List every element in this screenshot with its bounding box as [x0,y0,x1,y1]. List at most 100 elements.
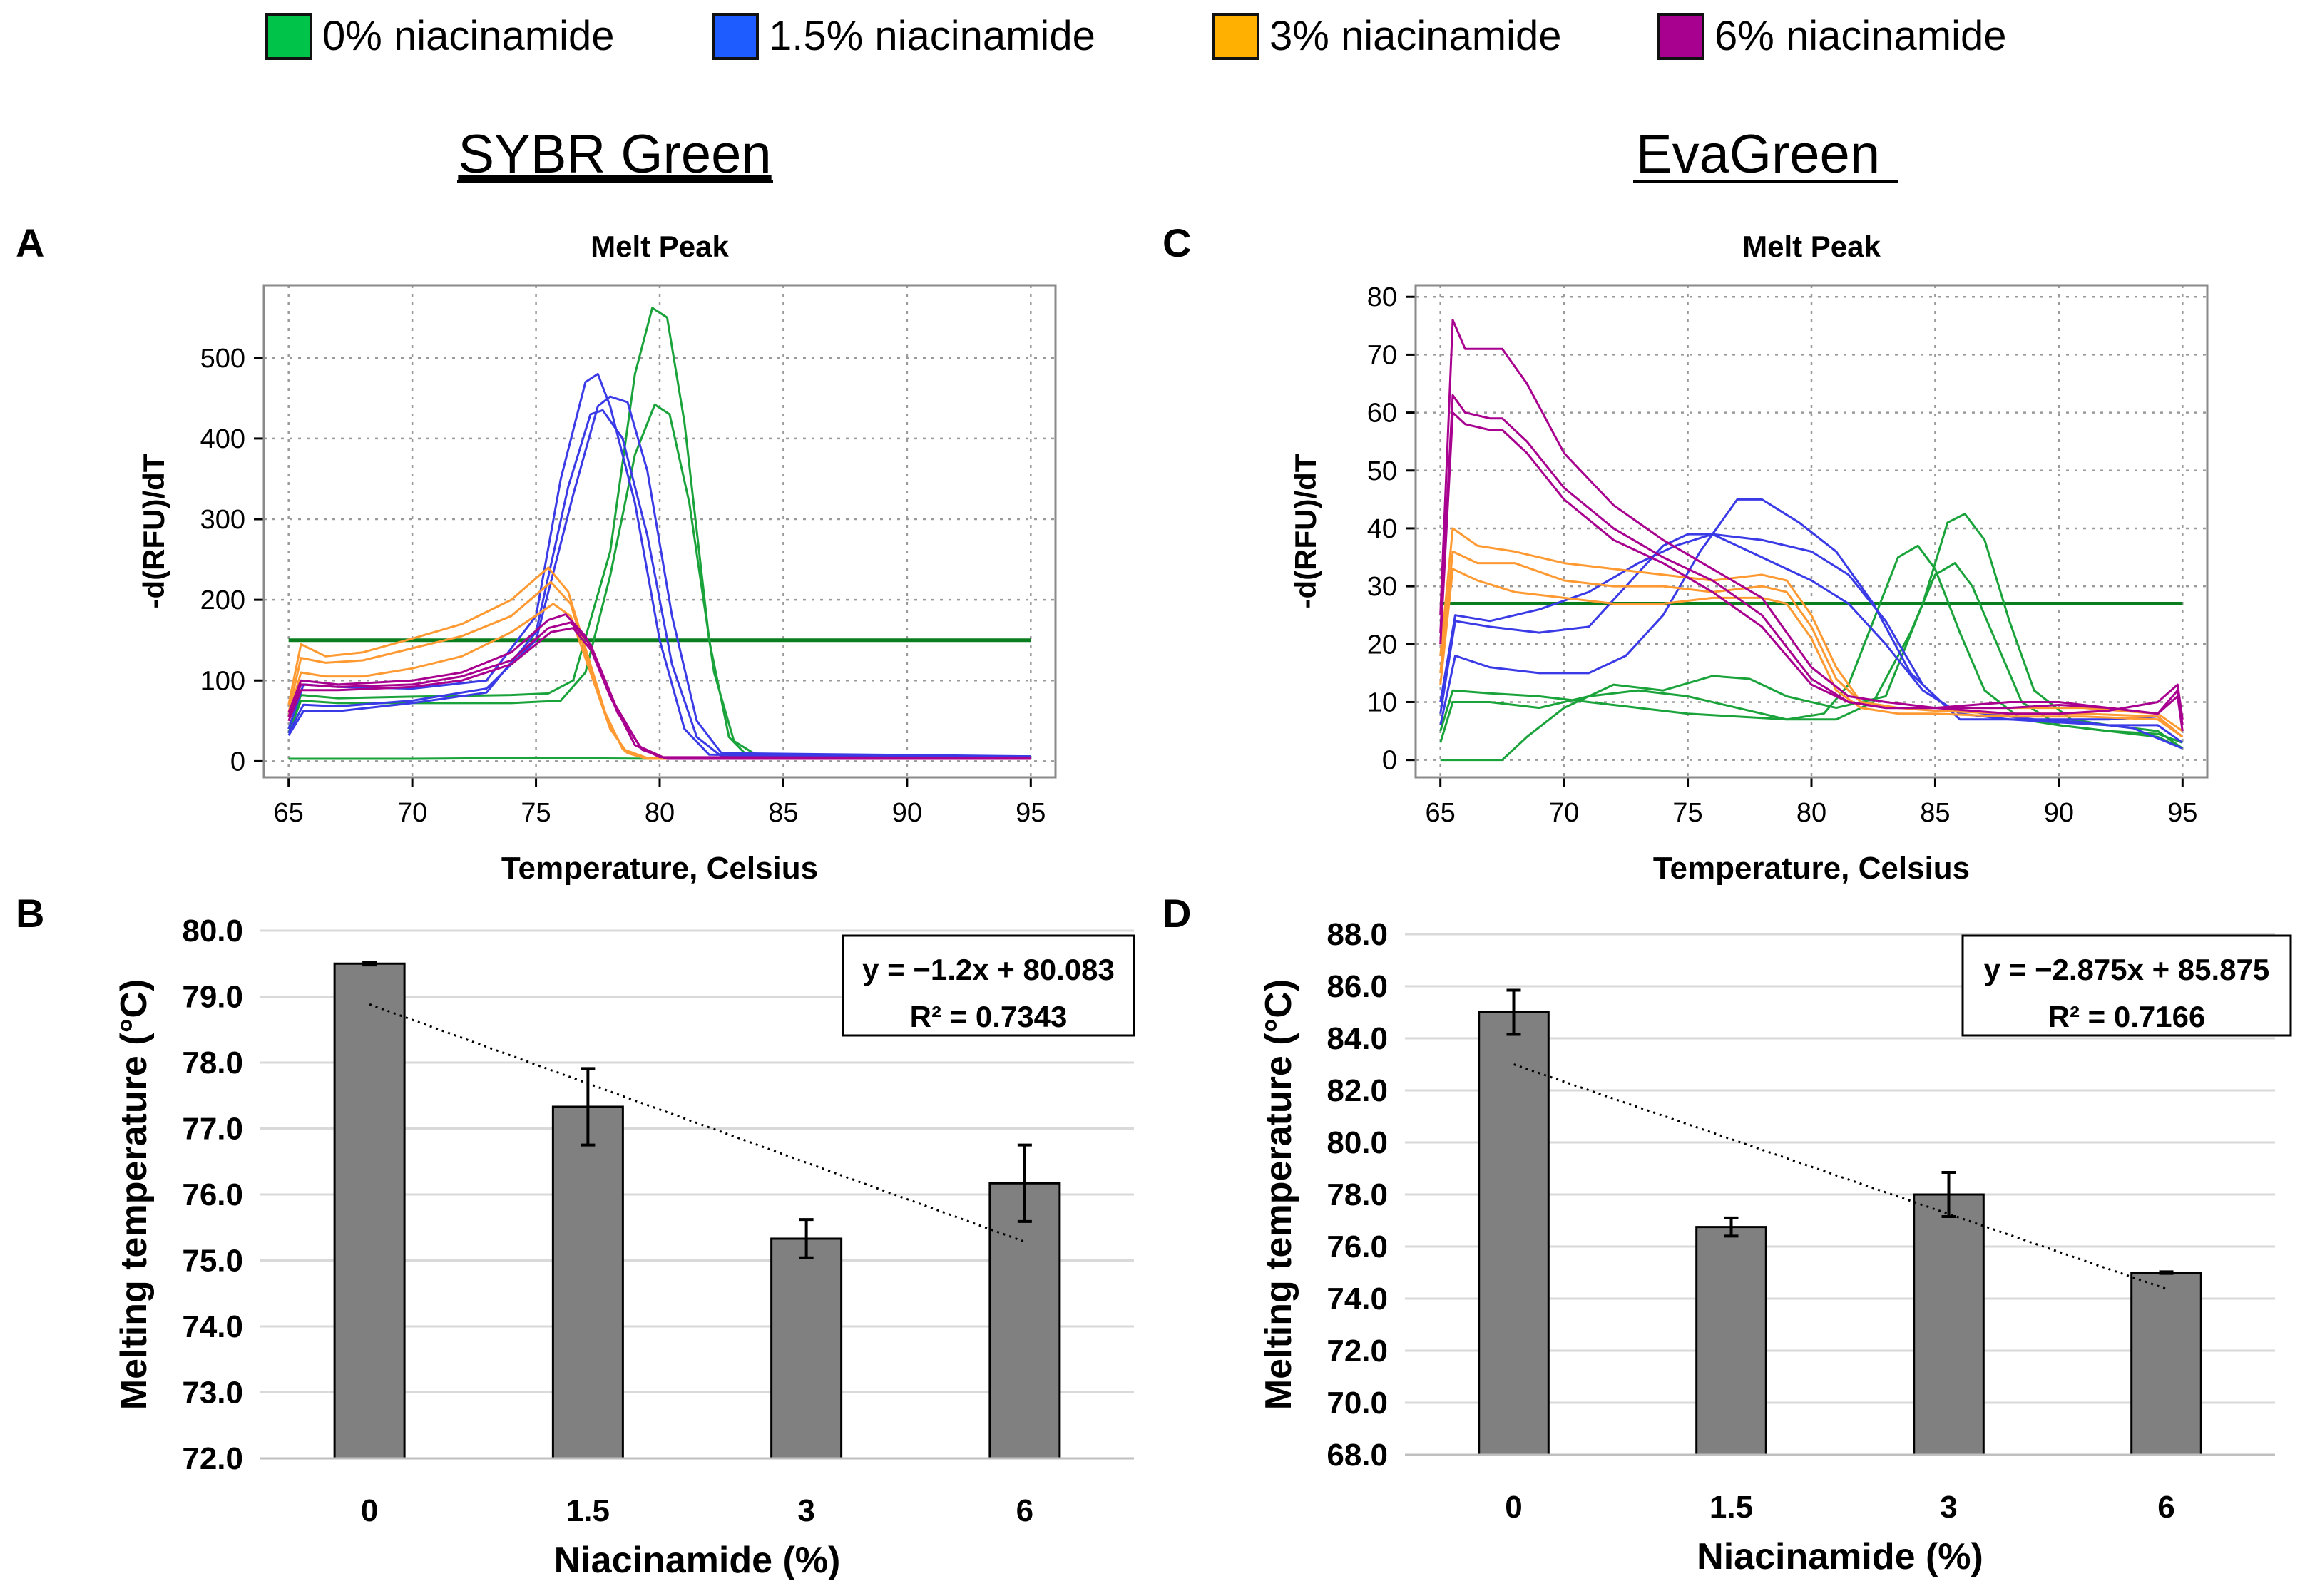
trendline [369,1003,1026,1243]
series-line-5 [287,409,1031,759]
trendline [1513,1063,2167,1290]
panel-label-d: D [1162,891,1191,936]
x-tick-label: 1.5 [566,1493,610,1528]
legend-swatch-3 [1657,13,1704,60]
series-line-3 [1439,533,2184,738]
equation-box [1961,934,2292,1037]
y-tick-label: 400 [200,424,245,454]
panel-label-a: A [16,220,44,265]
legend-item-2: 3% niacinamide [1212,13,1561,60]
plot-frame [1414,284,2209,779]
series-line-0 [287,307,1031,759]
y-tick-label: 74.0 [182,1309,243,1344]
y-tick-label: 60 [1367,399,1397,429]
series-line-8 [1439,568,2184,738]
y-tick-label: 80.0 [182,914,243,948]
y-tick-label: 76.0 [1327,1229,1388,1264]
legend-label-2: 3% niacinamide [1269,13,1561,59]
legend-item-0: 0% niacinamide [265,13,614,60]
y-axis-label: Melting temperature (°C) [113,979,155,1410]
x-tick-label: 65 [1426,798,1456,828]
series-line-9 [1439,319,2184,720]
x-tick-label: 95 [2167,798,2197,828]
bar-3 [1913,1193,1985,1456]
panel-label-b: B [16,891,44,936]
y-tick-label: 300 [200,505,245,535]
x-axis-label: Niacinamide (%) [1697,1536,1983,1577]
series-line-9 [287,613,1031,759]
y-tick-label: 500 [200,344,245,374]
heading-evagreen: EvaGreen [1636,124,1880,185]
x-tick-label: 6 [1016,1493,1033,1528]
y-tick-label: 75.0 [182,1244,243,1279]
y-axis-label: Melting temperature (°C) [1258,979,1299,1410]
y-tick-label: 72.0 [182,1441,243,1476]
x-tick-label: 95 [1016,798,1046,828]
bar-0 [333,962,406,1460]
y-tick-label: 78.0 [1327,1177,1388,1212]
legend-item-1: 1.5% niacinamide [712,13,1095,60]
x-tick-label: 75 [521,798,551,828]
chart-title: Melt Peak [591,230,729,263]
y-axis-label: -d(RFU)/dT [137,454,170,608]
y-tick-label: 200 [200,585,245,615]
y-tick-label: 40 [1367,514,1397,544]
y-tick-label: 79.0 [182,980,243,1015]
y-tick-label: 50 [1367,456,1397,486]
x-tick-label: 85 [1920,798,1950,828]
legend-swatch-2 [1212,13,1259,60]
melting-temp-bar-chart-evagreen: 68.0 70.0 72.0 74.0 76.0 78.0 80.0 82.0 84.0 86.0… [1258,917,2292,1577]
y-tick-label: 78.0 [182,1045,243,1080]
y-tick-label: 86.0 [1327,969,1388,1004]
heading-sybr-green: SYBR Green [458,124,771,185]
x-tick-label: 70 [397,798,427,828]
bar-1.5 [1695,1226,1767,1456]
series-line-11 [1439,411,2184,732]
x-tick-label: 0 [361,1493,378,1528]
x-axis-label: Niacinamide (%) [554,1540,841,1581]
y-tick-label: 80.0 [1327,1125,1388,1160]
y-tick-label: 30 [1367,572,1397,602]
y-tick-label: 74.0 [1327,1282,1388,1316]
series-line-4 [287,395,1031,758]
series-line-4 [1439,533,2184,744]
legend-label-0: 0% niacinamide [322,13,614,59]
y-tick-label: 0 [230,747,245,777]
y-tick-label: 0 [1382,746,1397,776]
x-tick-label: 75 [1672,798,1702,828]
legend-swatch-1 [712,13,759,60]
y-tick-label: 84.0 [1327,1021,1388,1056]
y-tick-label: 82.0 [1327,1073,1388,1108]
series-line-3 [287,372,1031,759]
series-line-5 [1439,498,2183,750]
x-tick-label: 3 [1940,1490,1957,1525]
equation-text: y = −1.2x + 80.083 [862,953,1115,986]
x-axis-label: Temperature, Celsius [501,851,818,886]
legend-item-3: 6% niacinamide [1657,13,2006,60]
y-tick-label: 70 [1367,340,1397,370]
r-squared-text: R² = 0.7166 [2048,1000,2206,1033]
y-tick-label: 88.0 [1327,917,1388,952]
y-tick-label: 20 [1367,630,1397,660]
equation-text: y = −2.875x + 85.875 [1984,953,2270,986]
melt-peak-chart-evagreen: Melt Peak 65 70 75 80 85 90 95 0 10 20 30 40 50 60 70 80… [1289,230,2209,886]
plot-frame [262,284,1057,779]
x-tick-label: 3 [797,1493,814,1528]
bar-1.5 [551,1105,624,1460]
chart-title: Melt Peak [1742,230,1881,263]
y-tick-label: 70.0 [1327,1386,1388,1421]
series-line-8 [287,603,1031,760]
x-tick-label: 70 [1549,798,1579,828]
bar-6 [2130,1272,2202,1456]
legend-swatch-0 [265,13,312,60]
x-tick-label: 85 [768,798,798,828]
melt-peak-chart-sybr: Melt Peak 65 70 75 80 85 90 95 0 100 200 300 400 500 T… [137,230,1057,886]
legend: 0% niacinamide 1.5% niacinamide 3% niaci… [265,13,2006,60]
y-tick-label: 73.0 [182,1376,243,1411]
x-tick-label: 90 [2044,798,2074,828]
y-axis-label: -d(RFU)/dT [1289,454,1322,608]
x-tick-label: 80 [1796,798,1826,828]
y-tick-label: 76.0 [182,1177,243,1212]
x-tick-label: 0 [1505,1490,1522,1525]
